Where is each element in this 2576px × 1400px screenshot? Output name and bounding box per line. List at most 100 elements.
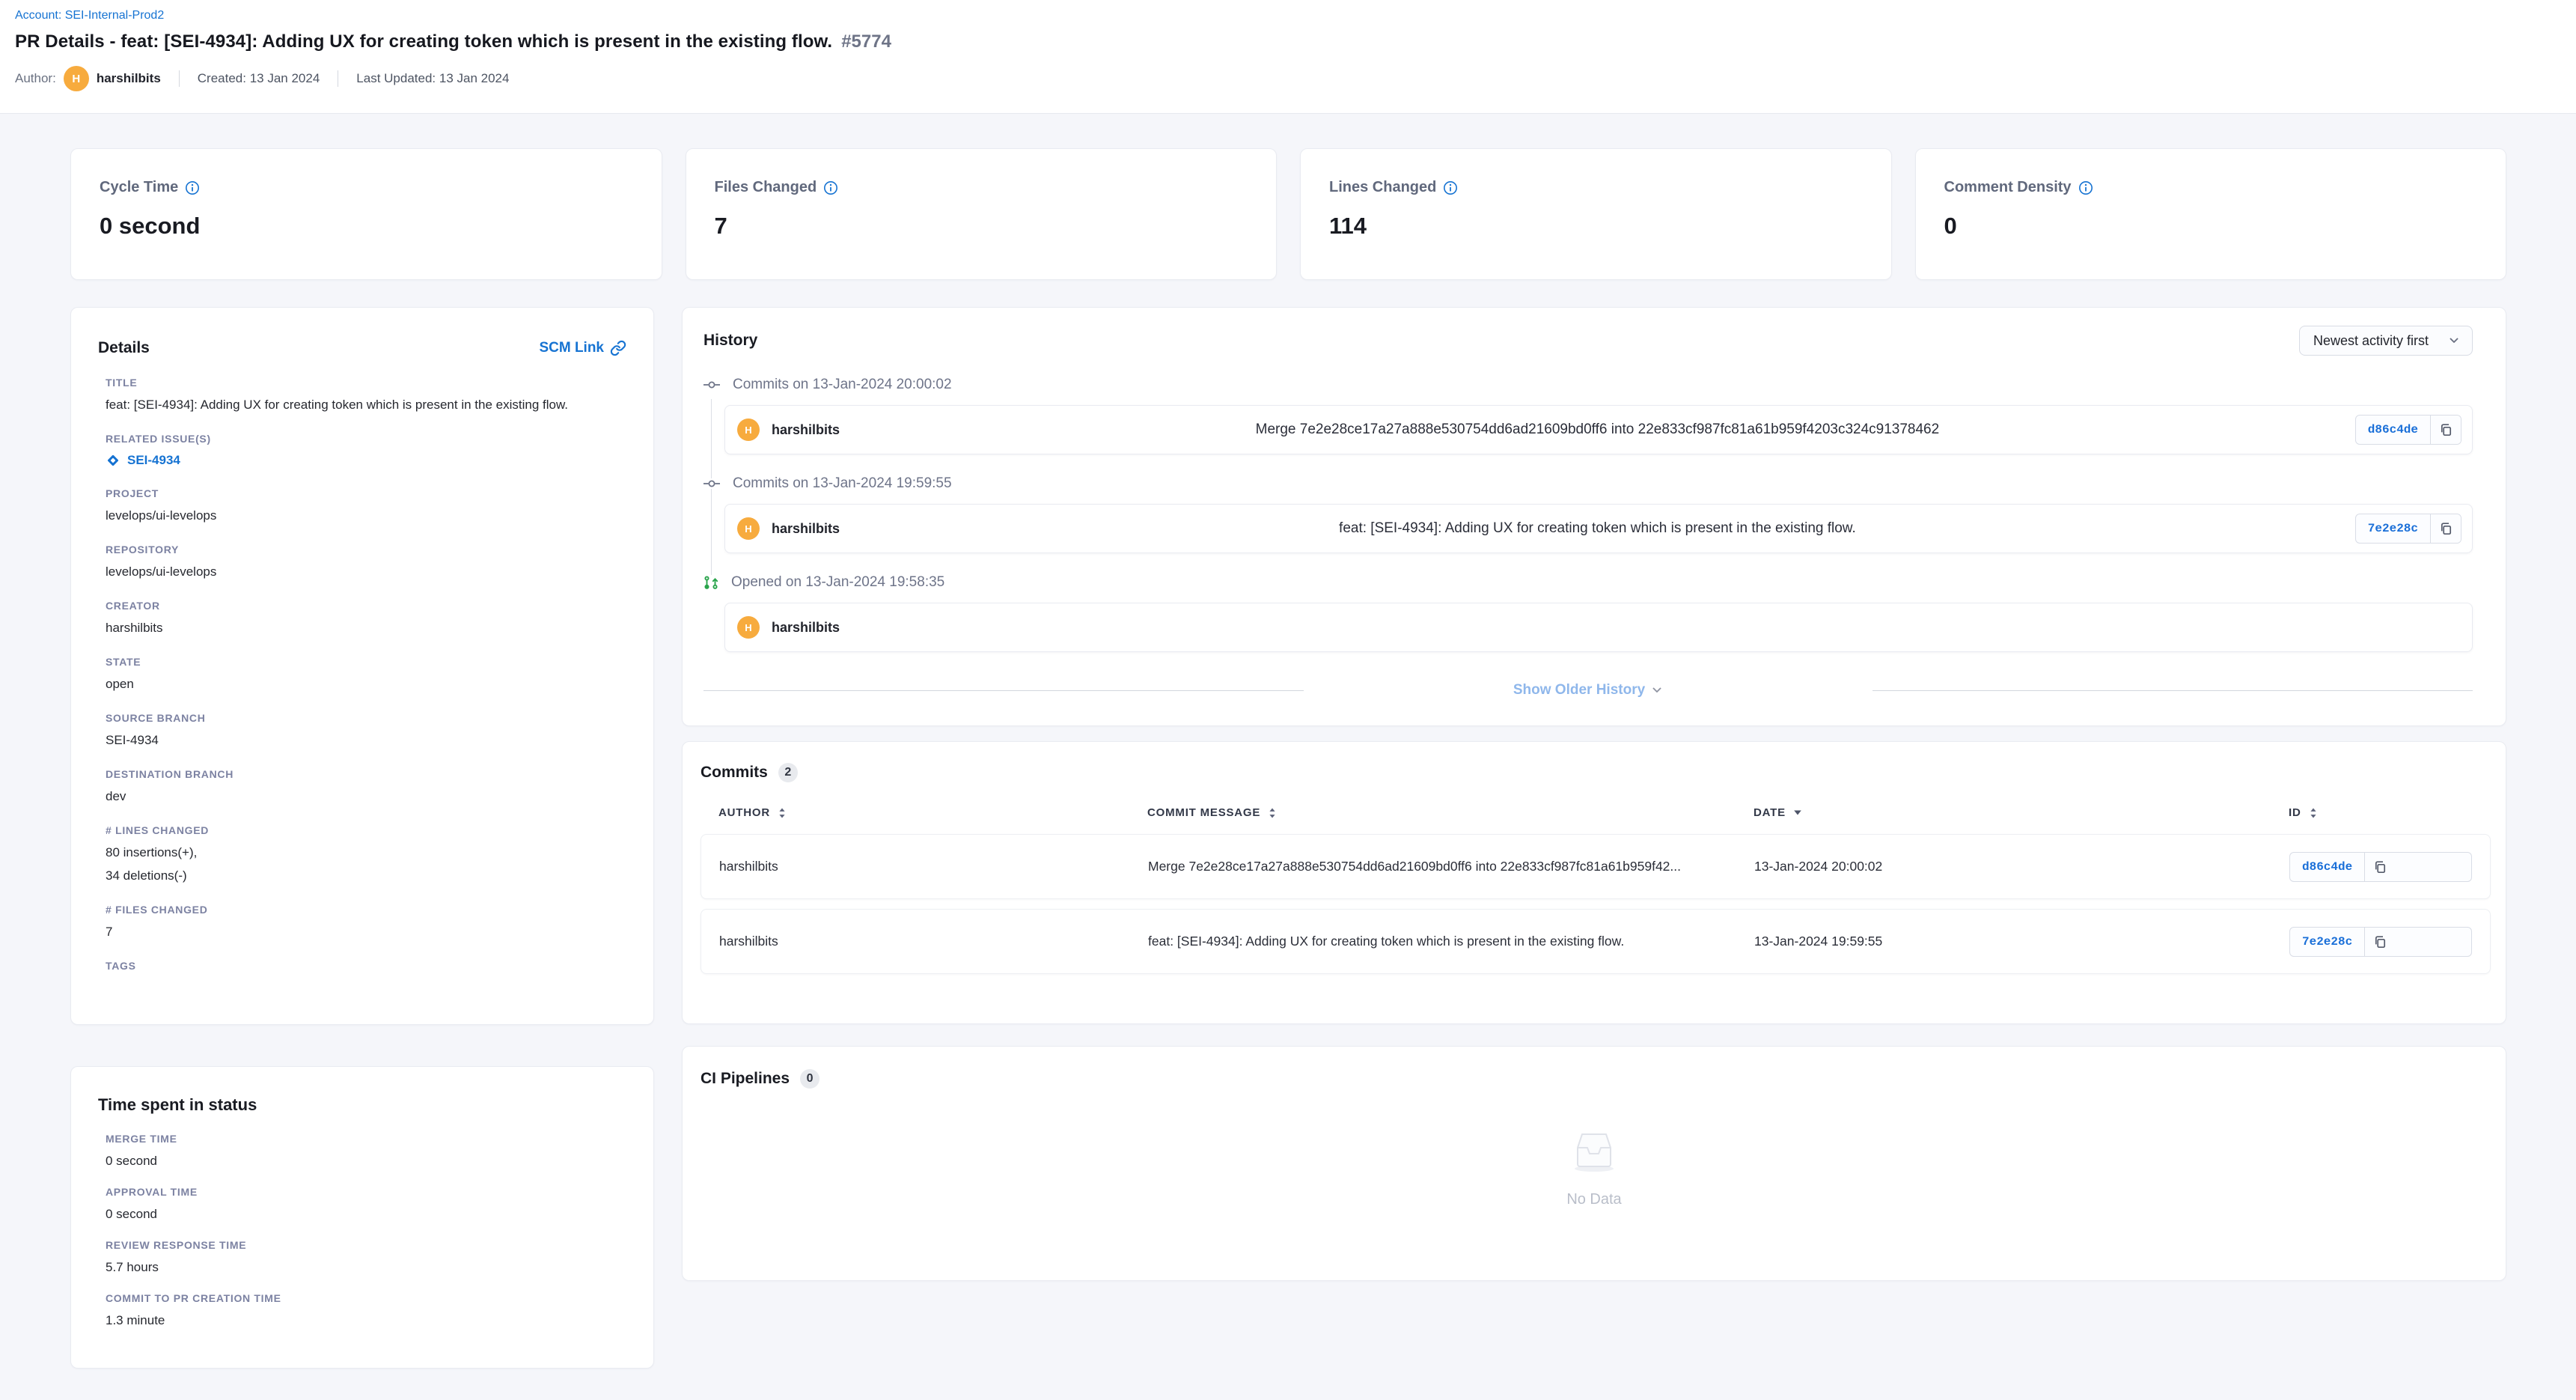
time-in-status-heading: Time spent in status — [98, 1095, 257, 1114]
column-label: COMMIT MESSAGE — [1147, 806, 1261, 819]
metric-label: Comment Density — [1944, 179, 2072, 195]
field-label: # LINES CHANGED — [106, 824, 210, 836]
account-breadcrumb-link[interactable]: Account: SEI-Internal-Prod2 — [15, 9, 165, 22]
event-label: Commits on 13-Jan-2024 20:00:02 — [733, 377, 952, 392]
metric-value: 7 — [714, 213, 727, 239]
field-value: 7 — [106, 925, 113, 939]
commit-icon — [703, 478, 720, 489]
field-value: 34 deletions(-) — [106, 868, 187, 883]
ci-pipelines-count-badge: 0 — [800, 1069, 820, 1089]
sort-icon — [779, 808, 785, 818]
field-label: SOURCE BRANCH — [106, 712, 206, 724]
copy-button[interactable] — [2430, 416, 2461, 444]
timeline-connector — [711, 399, 712, 586]
pull-request-opened-icon — [703, 575, 718, 590]
field-label: TAGS — [106, 960, 136, 972]
commit-author: harshilbits — [772, 619, 840, 635]
event-label: Opened on 13-Jan-2024 19:58:35 — [731, 574, 945, 590]
created-date: Created: 13 Jan 2024 — [197, 71, 320, 85]
column-label: ID — [2289, 806, 2301, 819]
copy-button[interactable] — [2430, 514, 2461, 543]
field-value: 0 second — [106, 1154, 157, 1168]
copy-icon — [2441, 523, 2452, 535]
info-icon[interactable] — [185, 180, 200, 195]
commit-author: harshilbits — [772, 520, 840, 536]
history-event: Commits on 13-Jan-2024 20:00:02 — [703, 377, 2473, 393]
field-label: CREATOR — [106, 600, 160, 612]
chevron-down-icon — [1652, 687, 1661, 693]
commit-date-cell: 13-Jan-2024 20:00:02 — [1754, 859, 1883, 874]
history-opened-card: H harshilbits — [724, 603, 2473, 652]
copy-button[interactable] — [2364, 852, 2396, 881]
title-row: PR Details - feat: [SEI-4934]: Adding UX… — [15, 31, 2561, 52]
field-project: PROJECT levelops/ui-levelops — [106, 487, 626, 524]
related-issue-link[interactable]: SEI-4934 — [106, 453, 626, 468]
commit-hash-link[interactable]: d86c4de — [2302, 859, 2353, 874]
field-value: 1.3 minute — [106, 1313, 165, 1327]
field-merge-time: MERGE TIME 0 second — [106, 1133, 626, 1169]
field-value: levelops/ui-levelops — [106, 508, 217, 523]
history-panel: History Newest activity first Commits on… — [682, 307, 2506, 726]
field-label: APPROVAL TIME — [106, 1186, 198, 1198]
metrics-row: Cycle Time 0 second Files Changed 7 Line… — [70, 148, 2506, 280]
divider — [703, 690, 1304, 691]
field-label: REVIEW RESPONSE TIME — [106, 1239, 247, 1251]
metric-label: Lines Changed — [1329, 179, 1437, 195]
info-icon[interactable] — [2078, 180, 2093, 195]
field-label: DESTINATION BRANCH — [106, 768, 234, 780]
metric-value: 0 — [1944, 213, 1957, 239]
metric-card-cycle-time: Cycle Time 0 second — [70, 148, 662, 280]
avatar: H — [63, 66, 89, 91]
metric-value: 114 — [1329, 213, 1367, 239]
field-label: STATE — [106, 656, 141, 668]
commit-message: feat: [SEI-4934]: Adding UX for creating… — [1339, 520, 1856, 536]
copy-button[interactable] — [2364, 927, 2396, 956]
history-heading: History — [703, 332, 758, 349]
show-older-history-button[interactable]: Show Older History — [1513, 682, 1663, 699]
metric-label: Files Changed — [714, 179, 817, 195]
no-data-inbox-icon — [1574, 1133, 1614, 1172]
metric-value: 0 second — [100, 213, 201, 239]
history-timeline: Commits on 13-Jan-2024 20:00:02 H harshi… — [703, 377, 2473, 652]
page-content: Cycle Time 0 second Files Changed 7 Line… — [0, 114, 2576, 1400]
author-name: harshilbits — [96, 71, 161, 85]
commits-panel: Commits 2 AUTHOR COMMIT MESSAGE DATE — [682, 741, 2506, 1024]
info-icon[interactable] — [823, 180, 838, 195]
metric-card-files-changed: Files Changed 7 — [685, 148, 1277, 280]
sort-icon — [2310, 808, 2316, 818]
column-header-author[interactable]: AUTHOR — [718, 806, 1147, 819]
commit-hash-link[interactable]: 7e2e28c — [2302, 934, 2353, 949]
history-commit-card: H harshilbits feat: [SEI-4934]: Adding U… — [724, 504, 2473, 553]
commit-author-cell: harshilbits — [719, 859, 778, 874]
field-commit-to-pr-time: COMMIT TO PR CREATION TIME 1.3 minute — [106, 1292, 626, 1329]
column-header-id[interactable]: ID — [2289, 806, 2473, 819]
avatar: H — [737, 517, 760, 540]
show-older-history-label: Show Older History — [1513, 682, 1646, 698]
field-label: # FILES CHANGED — [106, 904, 208, 916]
copy-icon — [2441, 424, 2452, 436]
time-in-status-panel: Time spent in status MERGE TIME 0 second… — [70, 1066, 654, 1369]
info-icon[interactable] — [1443, 180, 1458, 195]
commit-hash-link[interactable]: d86c4de — [2367, 423, 2418, 436]
field-value: 0 second — [106, 1207, 157, 1221]
commit-author: harshilbits — [772, 421, 840, 437]
history-sort-dropdown[interactable]: Newest activity first — [2298, 326, 2473, 356]
field-state: STATE open — [106, 656, 626, 693]
divider — [1873, 690, 2473, 691]
ci-pipelines-panel: CI Pipelines 0 No Data — [682, 1046, 2506, 1281]
commit-message-cell: Merge 7e2e28ce17a27a888e530754dd6ad21609… — [1148, 859, 1681, 874]
copy-icon — [2375, 860, 2386, 873]
commit-icon — [703, 380, 720, 390]
column-label: AUTHOR — [718, 806, 770, 819]
sort-icon — [1269, 808, 1275, 818]
history-event: Commits on 13-Jan-2024 19:59:55 — [703, 475, 2473, 492]
column-header-commit-message[interactable]: COMMIT MESSAGE — [1147, 806, 1754, 819]
table-row: harshilbits feat: [SEI-4934]: Adding UX … — [701, 909, 2491, 974]
scm-link[interactable]: SCM Link — [539, 340, 626, 356]
show-older-history-row: Show Older History — [703, 682, 2473, 699]
column-header-date[interactable]: DATE — [1754, 806, 2289, 819]
commit-hash-link[interactable]: 7e2e28c — [2367, 522, 2418, 535]
field-value: open — [106, 677, 134, 691]
commit-message-cell: feat: [SEI-4934]: Adding UX for creating… — [1148, 934, 1625, 949]
commit-hash-group: 7e2e28c — [2289, 926, 2472, 957]
